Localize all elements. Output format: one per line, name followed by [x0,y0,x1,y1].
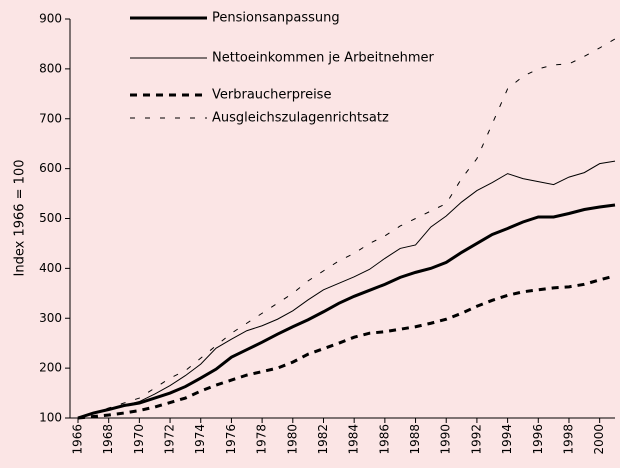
series-line [77,160,616,419]
x-tick-label: 1970 [132,424,146,455]
y-tick-label: 800 [39,61,62,75]
x-tick-label: 1984 [347,424,361,455]
series-line [77,203,616,420]
y-tick-label: 900 [39,12,62,26]
y-axis-label: Index 1966 = 100 [13,160,28,277]
x-tick-label: 1990 [439,424,453,455]
x-tick-label: 1974 [193,424,207,455]
y-tick-label: 100 [39,411,62,425]
y-tick-label: 700 [39,111,62,125]
x-tick-label: 1986 [377,424,391,455]
x-tick-label: 1968 [101,424,115,455]
x-tick-label: 1966 [71,424,85,455]
x-tick-label: 1988 [408,424,422,455]
x-tick-label: 1994 [500,424,514,455]
legend-label: Ausgleichszulagenrichtsatz [212,111,389,126]
x-tick-label: 1996 [531,424,545,455]
y-tick-label: 400 [39,261,62,275]
x-tick-label: 1992 [469,424,483,455]
y-tick-label: 500 [39,211,62,225]
y-tick-label: 300 [39,311,62,325]
x-tick-label: 1998 [561,424,575,455]
legend-label: Verbraucherpreise [212,88,331,103]
y-tick-label: 200 [39,361,62,375]
x-tick-label: 2000 [592,424,606,455]
series-line [77,38,616,419]
y-tick-label: 600 [39,161,62,175]
x-tick-label: 1982 [316,424,330,455]
legend-label: Pensionsanpassung [212,11,340,26]
x-tick-label: 1972 [163,424,177,455]
legend-label: Nettoeinkommen je Arbeitnehmer [212,51,435,66]
x-tick-label: 1980 [285,424,299,455]
x-tick-label: 1976 [224,424,238,455]
x-tick-label: 1978 [255,424,269,455]
